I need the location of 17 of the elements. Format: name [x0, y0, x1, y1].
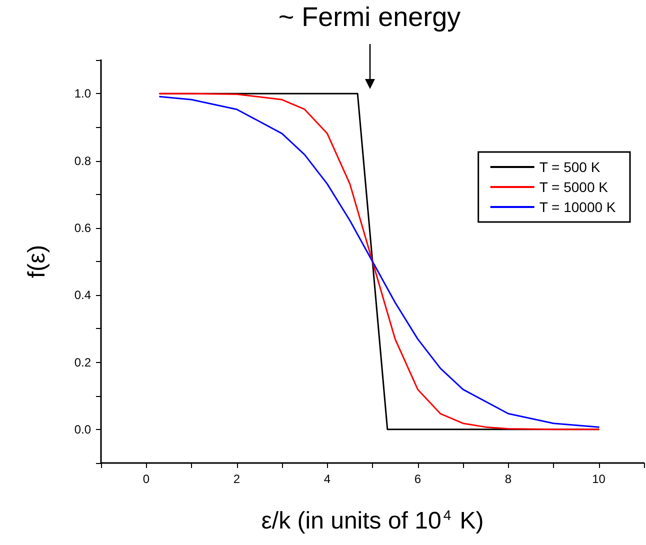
y-tick-label: 0.0	[74, 422, 92, 436]
x-tick-label: 6	[414, 472, 422, 486]
y-tick-label: 0.8	[74, 154, 92, 168]
y-tick-label: 0.2	[74, 355, 92, 370]
x-tick-label: 8	[504, 472, 512, 486]
y-tick-label: 0.4	[74, 288, 92, 302]
x-tick-label: 2	[233, 472, 240, 486]
legend-label: T = 5000 K	[539, 179, 609, 195]
y-tick-label: 0.6	[74, 220, 92, 235]
text: ~ Fermi energy	[278, 2, 461, 33]
x-tick-label: 0	[142, 472, 150, 486]
y-tick-label: 1.0	[74, 86, 92, 101]
y-axis-title: f(ε)	[24, 244, 50, 278]
legend-label: T = 10000 K	[539, 199, 616, 215]
legend-label: T = 500 K	[539, 159, 601, 175]
x-tick-label: 4	[324, 472, 331, 486]
x-tick-label: 10	[592, 472, 606, 486]
